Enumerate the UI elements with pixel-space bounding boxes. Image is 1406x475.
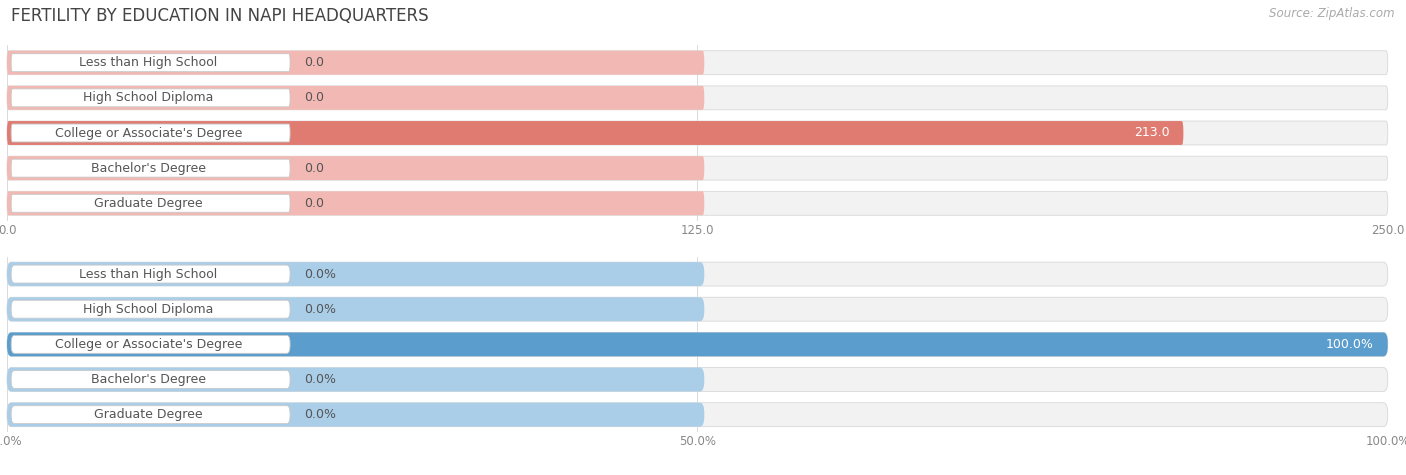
FancyBboxPatch shape — [11, 159, 290, 177]
Text: High School Diploma: High School Diploma — [83, 91, 214, 104]
Text: FERTILITY BY EDUCATION IN NAPI HEADQUARTERS: FERTILITY BY EDUCATION IN NAPI HEADQUART… — [11, 7, 429, 25]
FancyBboxPatch shape — [7, 156, 1388, 180]
Text: 0.0: 0.0 — [304, 56, 323, 69]
Text: Less than High School: Less than High School — [79, 267, 218, 281]
FancyBboxPatch shape — [7, 368, 704, 391]
Text: College or Associate's Degree: College or Associate's Degree — [55, 126, 242, 140]
Text: 0.0: 0.0 — [304, 91, 323, 104]
FancyBboxPatch shape — [7, 156, 704, 180]
FancyBboxPatch shape — [7, 191, 704, 215]
Text: High School Diploma: High School Diploma — [83, 303, 214, 316]
FancyBboxPatch shape — [11, 194, 290, 212]
FancyBboxPatch shape — [11, 89, 290, 107]
Text: 0.0%: 0.0% — [304, 267, 336, 281]
FancyBboxPatch shape — [11, 54, 290, 72]
Text: 0.0: 0.0 — [304, 197, 323, 210]
Text: Bachelor's Degree: Bachelor's Degree — [91, 162, 207, 175]
FancyBboxPatch shape — [7, 403, 704, 427]
FancyBboxPatch shape — [7, 121, 1184, 145]
Text: 0.0%: 0.0% — [304, 408, 336, 421]
FancyBboxPatch shape — [7, 86, 1388, 110]
FancyBboxPatch shape — [7, 121, 1388, 145]
FancyBboxPatch shape — [7, 262, 704, 286]
Text: 100.0%: 100.0% — [1326, 338, 1374, 351]
FancyBboxPatch shape — [11, 124, 290, 142]
Text: 213.0: 213.0 — [1135, 126, 1170, 140]
Text: 0.0: 0.0 — [304, 162, 323, 175]
FancyBboxPatch shape — [7, 368, 1388, 391]
FancyBboxPatch shape — [7, 51, 1388, 75]
Text: Graduate Degree: Graduate Degree — [94, 197, 202, 210]
FancyBboxPatch shape — [11, 265, 290, 283]
FancyBboxPatch shape — [7, 262, 1388, 286]
FancyBboxPatch shape — [11, 300, 290, 318]
Text: Graduate Degree: Graduate Degree — [94, 408, 202, 421]
FancyBboxPatch shape — [7, 403, 1388, 427]
FancyBboxPatch shape — [7, 297, 1388, 321]
FancyBboxPatch shape — [7, 297, 704, 321]
Text: Source: ZipAtlas.com: Source: ZipAtlas.com — [1270, 7, 1395, 20]
FancyBboxPatch shape — [11, 370, 290, 389]
FancyBboxPatch shape — [7, 51, 704, 75]
Text: College or Associate's Degree: College or Associate's Degree — [55, 338, 242, 351]
Text: Bachelor's Degree: Bachelor's Degree — [91, 373, 207, 386]
FancyBboxPatch shape — [7, 332, 1388, 356]
FancyBboxPatch shape — [11, 406, 290, 424]
Text: 0.0%: 0.0% — [304, 303, 336, 316]
Text: Less than High School: Less than High School — [79, 56, 218, 69]
FancyBboxPatch shape — [7, 332, 1388, 356]
FancyBboxPatch shape — [7, 86, 704, 110]
FancyBboxPatch shape — [11, 335, 290, 353]
FancyBboxPatch shape — [7, 191, 1388, 215]
Text: 0.0%: 0.0% — [304, 373, 336, 386]
